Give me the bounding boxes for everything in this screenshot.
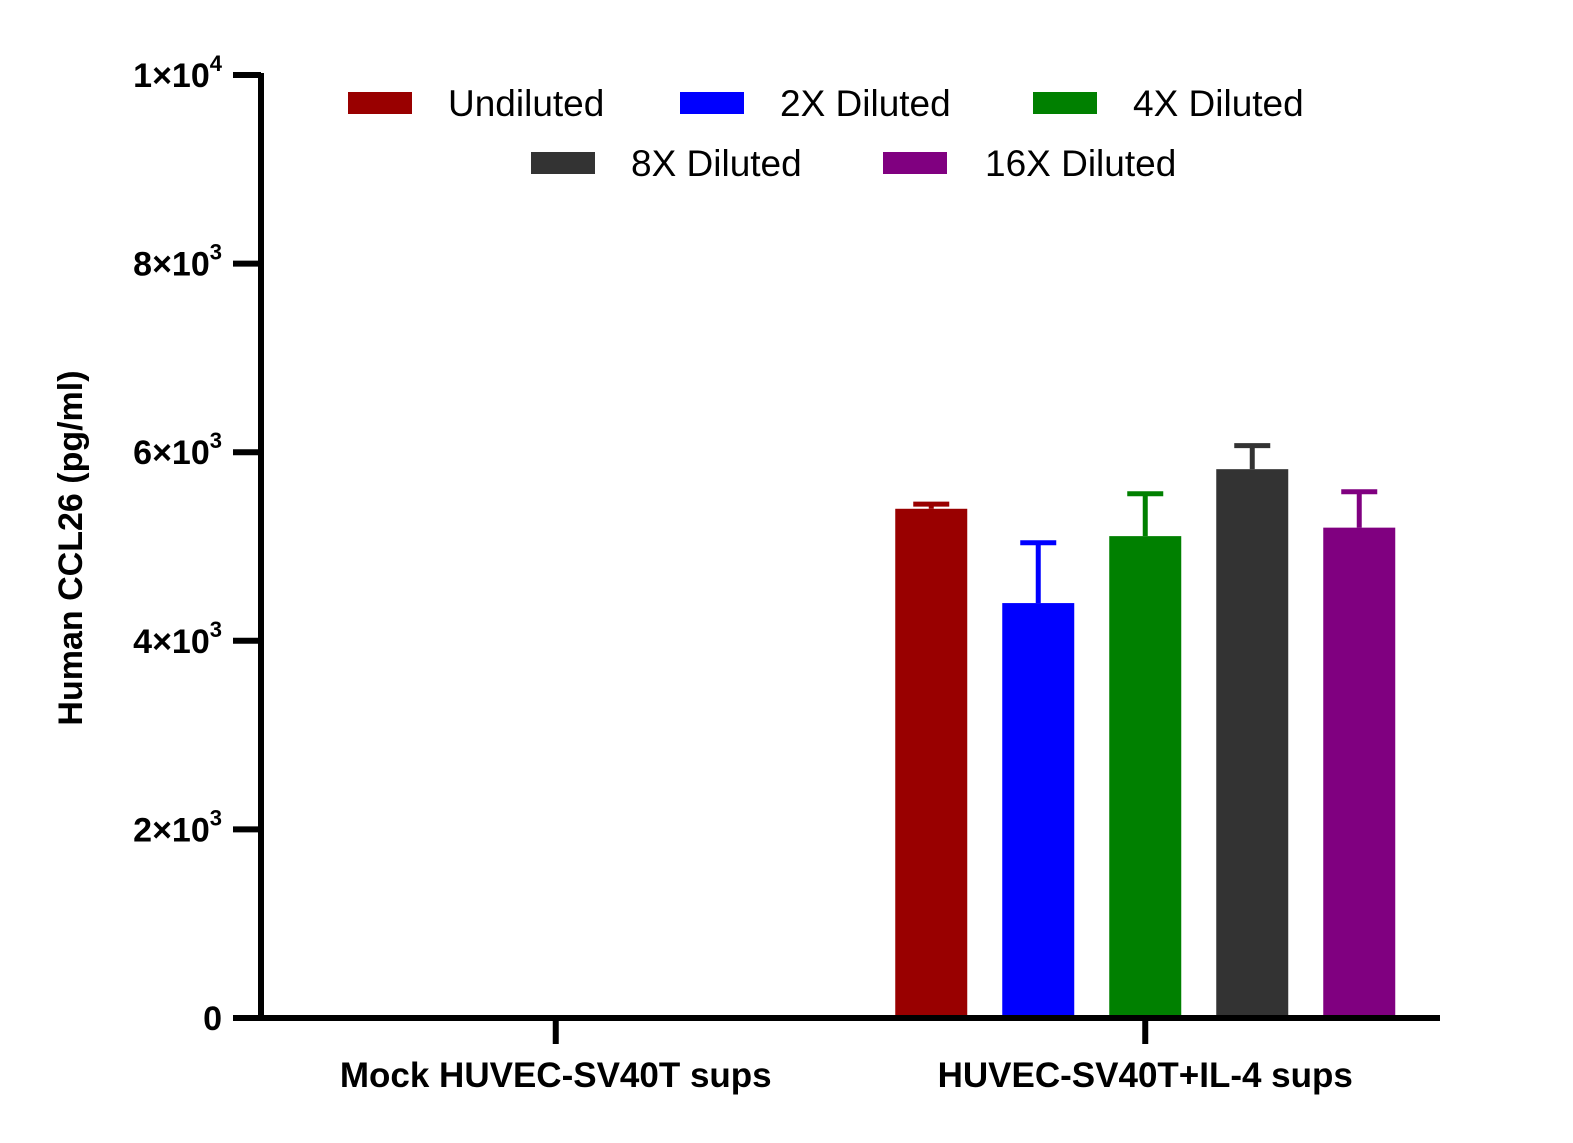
y-tick-label: 1×104 (133, 51, 223, 95)
legend-swatch (348, 92, 412, 114)
y-tick-label: 0 (203, 1000, 222, 1038)
legend-swatch (883, 152, 947, 174)
y-axis-title: Human CCL26 (pg/ml) (52, 370, 90, 725)
legend-label: 4X Diluted (1133, 83, 1304, 124)
bar (1109, 536, 1182, 1015)
x-category-label: Mock HUVEC-SV40T sups (340, 1056, 772, 1095)
legend-swatch (1033, 92, 1097, 114)
bar (1216, 469, 1289, 1015)
legend-label: Undiluted (448, 83, 604, 124)
legend-swatch (531, 152, 595, 174)
y-tick-label: 2×103 (133, 805, 222, 849)
bar (1323, 527, 1396, 1015)
bar (1002, 603, 1075, 1015)
x-axis: Mock HUVEC-SV40T sups HUVEC-SV40T+IL-4 su… (258, 1015, 1440, 1095)
legend-swatch (680, 92, 744, 114)
legend-label: 2X Diluted (780, 83, 951, 124)
y-tick-label: 8×103 (133, 240, 222, 284)
legend-label: 8X Diluted (631, 143, 802, 184)
y-axis: 0 2×103 4×103 6×103 8×103 1×104 (133, 51, 264, 1038)
x-category-label: HUVEC-SV40T+IL-4 sups (938, 1056, 1353, 1095)
bar (895, 508, 968, 1015)
y-tick-label: 4×103 (133, 617, 222, 661)
bars (895, 443, 1396, 1015)
y-tick-label: 6×103 (133, 428, 222, 472)
legend: Undiluted 2X Diluted 4X Diluted 8X Diluted 1… (348, 83, 1304, 184)
legend-label: 16X Diluted (985, 143, 1176, 184)
